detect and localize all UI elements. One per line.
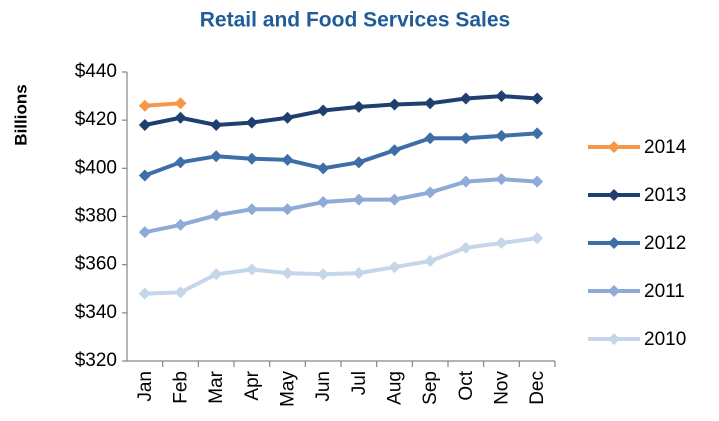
y-tick-label: $320 xyxy=(75,350,117,371)
data-point xyxy=(388,98,401,111)
chart-title: Retail and Food Services Sales xyxy=(200,9,510,32)
series-line xyxy=(144,236,538,296)
legend-marker xyxy=(608,237,620,249)
data-point xyxy=(210,150,223,163)
legend-marker xyxy=(608,333,620,345)
legend-label: 2014 xyxy=(644,137,687,158)
data-point xyxy=(210,209,223,222)
data-point xyxy=(281,267,294,280)
x-tick-label: Dec xyxy=(527,371,548,405)
data-point xyxy=(352,156,365,169)
series-line xyxy=(144,101,181,108)
data-point xyxy=(352,100,365,113)
legend-label: 2012 xyxy=(644,233,686,254)
data-point xyxy=(174,111,187,124)
legend-marker xyxy=(608,141,620,153)
series-line xyxy=(144,131,538,178)
data-point xyxy=(138,118,151,131)
x-tick-label: May xyxy=(278,371,299,407)
data-point xyxy=(245,116,258,129)
data-point xyxy=(352,193,365,206)
data-point xyxy=(531,175,544,188)
data-point xyxy=(245,263,258,276)
data-point xyxy=(388,261,401,274)
data-point xyxy=(424,255,437,268)
data-point xyxy=(424,132,437,145)
data-point xyxy=(281,111,294,124)
x-tick-label: Jan xyxy=(135,371,156,402)
data-point xyxy=(138,226,151,239)
x-tick-label: Oct xyxy=(456,370,477,400)
data-point xyxy=(495,173,508,186)
data-point xyxy=(174,97,187,110)
data-point xyxy=(459,92,472,105)
y-tick-label: $360 xyxy=(75,254,117,275)
data-point xyxy=(138,287,151,300)
y-tick-label: $400 xyxy=(75,157,117,178)
data-point xyxy=(459,132,472,145)
x-tick-label: Jul xyxy=(349,371,370,395)
x-tick-label: Nov xyxy=(492,371,513,405)
y-tick-label: $440 xyxy=(75,61,117,82)
x-tick-label: Apr xyxy=(242,370,263,400)
data-point xyxy=(210,118,223,131)
data-point xyxy=(459,175,472,188)
data-point xyxy=(174,156,187,169)
data-point xyxy=(459,241,472,254)
x-tick-label: Jun xyxy=(313,371,334,402)
data-point xyxy=(531,232,544,245)
data-point xyxy=(317,196,330,209)
data-point xyxy=(317,162,330,175)
data-point xyxy=(424,97,437,110)
data-point xyxy=(388,144,401,157)
data-point xyxy=(317,268,330,281)
y-tick-label: $420 xyxy=(75,109,117,130)
data-point xyxy=(245,152,258,165)
series-line xyxy=(144,177,538,235)
data-point xyxy=(174,286,187,299)
x-tick-label: Sep xyxy=(420,371,441,405)
data-point xyxy=(495,129,508,142)
legend-label: 2013 xyxy=(644,185,686,206)
data-point xyxy=(174,218,187,231)
x-tick-label: Feb xyxy=(171,371,192,404)
x-tick-label: Mar xyxy=(206,370,227,403)
data-point xyxy=(281,153,294,166)
data-point xyxy=(495,236,508,249)
data-point xyxy=(495,90,508,103)
data-point xyxy=(424,186,437,199)
data-point xyxy=(531,92,544,105)
legend-marker xyxy=(608,285,620,297)
data-point xyxy=(138,169,151,182)
data-point xyxy=(317,104,330,117)
y-tick-label: $340 xyxy=(75,302,117,323)
series-line xyxy=(144,94,538,127)
legend-label: 2011 xyxy=(644,281,685,302)
data-point xyxy=(281,203,294,216)
data-point xyxy=(138,99,151,112)
data-point xyxy=(352,267,365,280)
x-tick-label: Aug xyxy=(385,371,406,405)
data-point xyxy=(388,193,401,206)
legend-label: 2010 xyxy=(644,329,686,350)
y-axis-label: Billions xyxy=(11,84,30,145)
y-tick-label: $380 xyxy=(75,206,117,227)
data-point xyxy=(531,127,544,140)
data-point xyxy=(210,268,223,281)
data-point xyxy=(245,203,258,216)
legend-marker xyxy=(608,189,620,201)
